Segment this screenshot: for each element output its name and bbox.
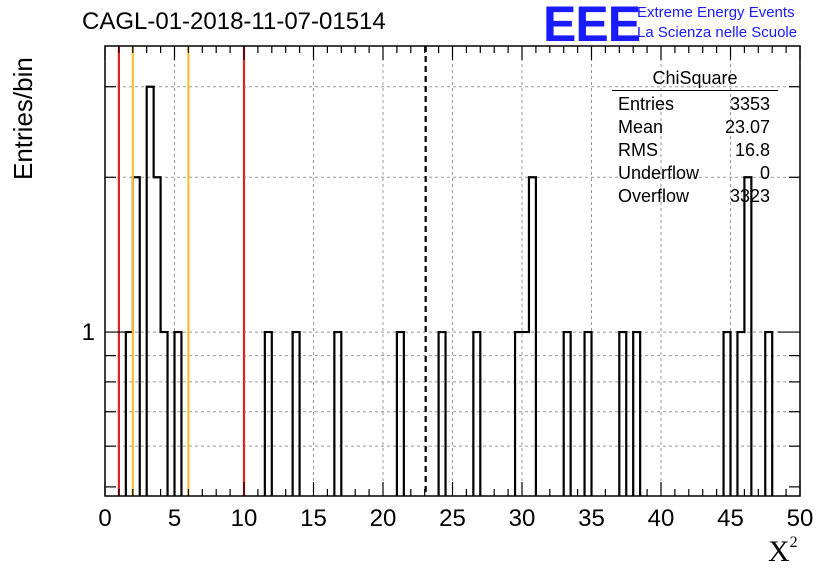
histogram-bar xyxy=(529,177,536,496)
x-tick-label: 30 xyxy=(509,505,536,532)
histogram-bar xyxy=(397,332,404,496)
stats-value: 0 xyxy=(759,163,770,183)
histogram-bar xyxy=(515,332,522,496)
histogram-bar xyxy=(564,332,571,496)
x-tick-label: 15 xyxy=(300,505,327,532)
x-tick-label: 50 xyxy=(787,505,814,532)
logo-line-2: La Scienza nelle Scuole xyxy=(637,24,798,41)
histogram-bar xyxy=(161,332,168,496)
histogram-bar xyxy=(175,332,182,496)
stats-value: 3323 xyxy=(729,186,770,206)
stats-label: Overflow xyxy=(618,186,690,206)
chart-title: CAGL-01-2018-11-07-01514 xyxy=(82,8,386,35)
eee-logo-mark: EEE xyxy=(543,0,641,52)
stats-label: Mean xyxy=(618,117,664,137)
x-tick-label: 10 xyxy=(231,505,258,532)
stats-row-underflow: Underflow 0 xyxy=(612,162,778,185)
x-tick-label: 5 xyxy=(168,505,181,532)
histogram-bar xyxy=(522,332,529,496)
x-axis-label-superscript: 2 xyxy=(789,534,798,551)
histogram-bar xyxy=(334,332,341,496)
x-tick-label: 25 xyxy=(439,505,466,532)
histogram-bar xyxy=(265,332,272,496)
histogram-bar xyxy=(724,332,731,496)
x-axis-label: X2 xyxy=(768,534,798,569)
x-tick-label: 0 xyxy=(98,505,111,532)
histogram-bar xyxy=(147,87,154,496)
stats-value: 23.07 xyxy=(724,117,770,137)
stats-row-mean: Mean 23.07 xyxy=(612,116,778,139)
stats-value: 3353 xyxy=(729,94,770,114)
histogram-bar xyxy=(633,332,640,496)
stats-label: Entries xyxy=(618,94,675,114)
stats-title: ChiSquare xyxy=(612,68,778,91)
histogram-bar xyxy=(737,332,744,496)
histogram-bar xyxy=(439,332,446,496)
stats-label: RMS xyxy=(618,140,658,160)
stats-row-entries: Entries 3353 xyxy=(612,93,778,116)
y-axis-label: Entries/bin xyxy=(8,57,38,180)
histogram-bar xyxy=(154,177,161,496)
histogram-bar xyxy=(473,332,480,496)
stats-row-overflow: Overflow 3323 xyxy=(612,185,778,208)
histogram-bar xyxy=(765,332,772,496)
y-tick-label: 1 xyxy=(82,319,95,346)
x-tick-label: 35 xyxy=(578,505,605,532)
histogram-bar xyxy=(744,177,751,496)
stats-box: ChiSquare Entries 3353 Mean 23.07 RMS 16.8 … xyxy=(612,68,778,208)
stats-row-rms: RMS 16.8 xyxy=(612,139,778,162)
histogram-bar xyxy=(293,332,300,496)
logo-line-1: Extreme Energy Events xyxy=(637,4,795,21)
x-tick-label: 40 xyxy=(648,505,675,532)
histogram-bar xyxy=(585,332,592,496)
x-tick-label: 45 xyxy=(717,505,744,532)
stats-label: Underflow xyxy=(618,163,700,183)
x-tick-label: 20 xyxy=(370,505,397,532)
histogram-bar xyxy=(619,332,626,496)
x-axis-label-base: X xyxy=(768,535,790,568)
stats-value: 16.8 xyxy=(734,140,770,160)
